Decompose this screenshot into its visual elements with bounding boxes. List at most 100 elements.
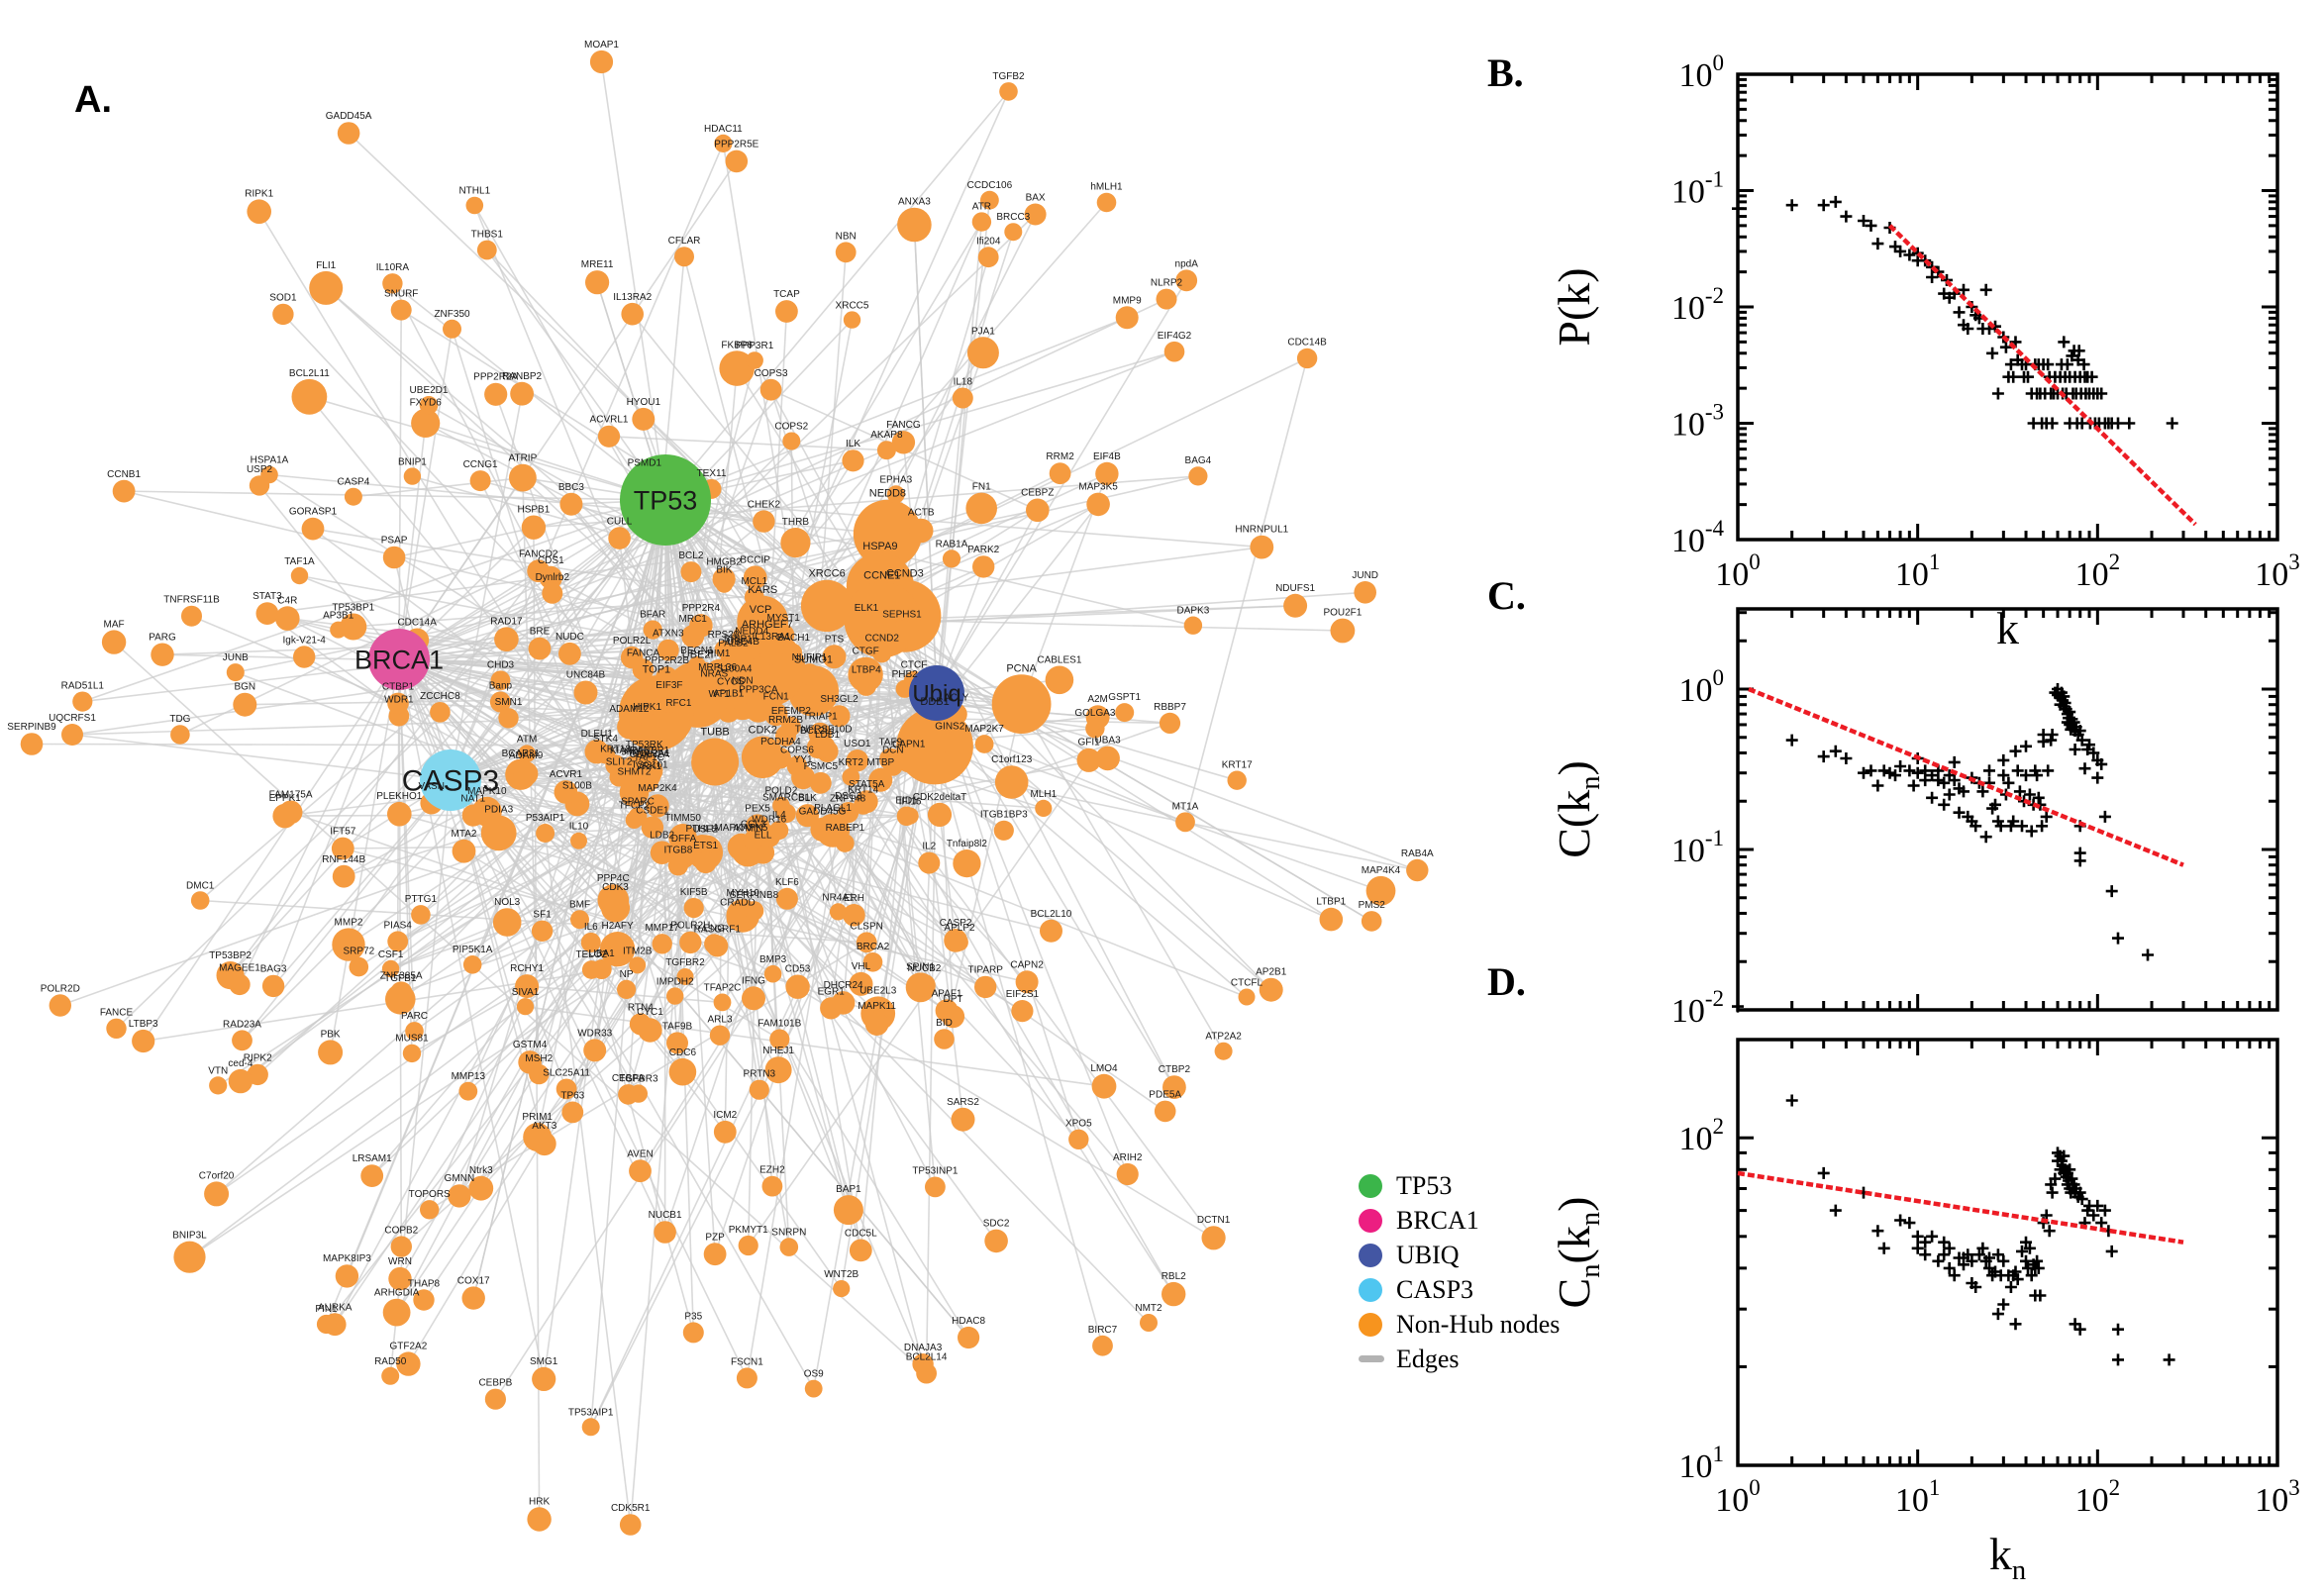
network-node[interactable]	[255, 602, 279, 625]
network-node[interactable]	[886, 485, 905, 504]
network-node[interactable]	[833, 1195, 863, 1226]
network-node[interactable]	[452, 839, 476, 863]
network-node[interactable]	[743, 830, 763, 850]
network-node[interactable]	[809, 771, 832, 794]
network-node[interactable]	[396, 1351, 421, 1376]
network-node[interactable]	[691, 738, 740, 786]
network-node[interactable]	[443, 319, 461, 339]
network-node[interactable]	[261, 974, 285, 998]
network-node[interactable]	[368, 629, 430, 690]
network-node[interactable]	[532, 1366, 556, 1391]
network-node[interactable]	[810, 817, 835, 842]
network-node[interactable]	[726, 908, 750, 931]
network-node[interactable]	[387, 931, 409, 952]
network-node[interactable]	[518, 745, 536, 763]
network-node[interactable]	[61, 724, 83, 746]
network-node[interactable]	[1283, 593, 1308, 618]
network-node[interactable]	[800, 579, 854, 633]
network-node[interactable]	[516, 998, 535, 1016]
network-node[interactable]	[887, 620, 917, 649]
network-node[interactable]	[532, 1132, 556, 1156]
network-node[interactable]	[403, 467, 422, 485]
network-node[interactable]	[725, 150, 749, 173]
network-node[interactable]	[984, 1229, 1008, 1253]
network-node[interactable]	[527, 1507, 552, 1532]
network-node[interactable]	[720, 648, 747, 676]
network-node[interactable]	[510, 381, 534, 406]
network-node[interactable]	[650, 841, 674, 864]
network-node[interactable]	[1175, 269, 1198, 292]
network-node[interactable]	[1406, 858, 1429, 882]
network-node[interactable]	[462, 955, 482, 974]
network-node[interactable]	[332, 864, 355, 888]
network-node[interactable]	[190, 891, 210, 910]
network-node[interactable]	[20, 733, 44, 755]
network-node[interactable]	[411, 905, 431, 925]
network-node[interactable]	[753, 510, 775, 533]
network-node[interactable]	[528, 637, 552, 660]
network-node[interactable]	[719, 350, 755, 386]
network-node[interactable]	[1163, 341, 1185, 362]
network-node[interactable]	[402, 1044, 422, 1063]
network-node[interactable]	[806, 736, 830, 759]
network-node[interactable]	[782, 432, 801, 450]
network-node[interactable]	[492, 908, 522, 937]
network-node[interactable]	[909, 665, 964, 721]
network-node[interactable]	[746, 351, 763, 369]
network-node[interactable]	[387, 692, 409, 715]
network-node[interactable]	[934, 1029, 955, 1049]
network-node[interactable]	[330, 621, 348, 639]
network-node[interactable]	[1115, 703, 1135, 723]
network-node[interactable]	[1068, 1129, 1089, 1150]
network-node[interactable]	[775, 300, 798, 323]
network-node[interactable]	[49, 994, 71, 1017]
network-node[interactable]	[204, 1181, 230, 1207]
network-node[interactable]	[583, 1039, 607, 1062]
network-node[interactable]	[411, 408, 441, 438]
network-node[interactable]	[772, 624, 795, 647]
network-node[interactable]	[629, 1159, 652, 1183]
network-node[interactable]	[704, 934, 725, 954]
network-node[interactable]	[849, 1239, 872, 1262]
network-node[interactable]	[713, 993, 732, 1012]
network-node[interactable]	[715, 575, 734, 593]
network-node[interactable]	[629, 1084, 648, 1103]
network-node[interactable]	[1092, 1335, 1113, 1356]
network-node[interactable]	[759, 378, 782, 401]
network-node[interactable]	[896, 806, 917, 827]
network-node[interactable]	[1175, 812, 1195, 833]
network-node[interactable]	[272, 303, 294, 326]
network-node[interactable]	[742, 986, 765, 1011]
network-node[interactable]	[476, 240, 497, 260]
network-node[interactable]	[738, 1235, 758, 1256]
network-node[interactable]	[828, 705, 851, 728]
network-node[interactable]	[744, 587, 764, 607]
network-node[interactable]	[1259, 977, 1283, 1002]
network-node[interactable]	[332, 928, 365, 961]
network-node[interactable]	[781, 716, 801, 737]
network-node[interactable]	[556, 1078, 577, 1100]
network-node[interactable]	[775, 887, 798, 910]
network-node[interactable]	[558, 642, 581, 665]
network-node[interactable]	[498, 708, 519, 729]
network-node[interactable]	[849, 971, 873, 996]
network-node[interactable]	[509, 463, 537, 492]
network-node[interactable]	[106, 1018, 127, 1040]
network-node[interactable]	[994, 765, 1029, 799]
network-node[interactable]	[620, 454, 711, 546]
network-node[interactable]	[608, 527, 631, 549]
network-node[interactable]	[853, 499, 923, 568]
network-node[interactable]	[876, 441, 896, 460]
network-node[interactable]	[1159, 712, 1181, 735]
network-node[interactable]	[643, 620, 662, 640]
network-node[interactable]	[953, 849, 981, 878]
network-node[interactable]	[941, 1005, 965, 1029]
network-node[interactable]	[382, 546, 406, 569]
network-node[interactable]	[561, 1101, 584, 1124]
network-node[interactable]	[529, 1063, 550, 1085]
network-node[interactable]	[112, 479, 136, 503]
network-node[interactable]	[318, 1040, 344, 1065]
network-node[interactable]	[843, 904, 865, 927]
network-node[interactable]	[674, 247, 694, 267]
network-node[interactable]	[1154, 1100, 1176, 1123]
